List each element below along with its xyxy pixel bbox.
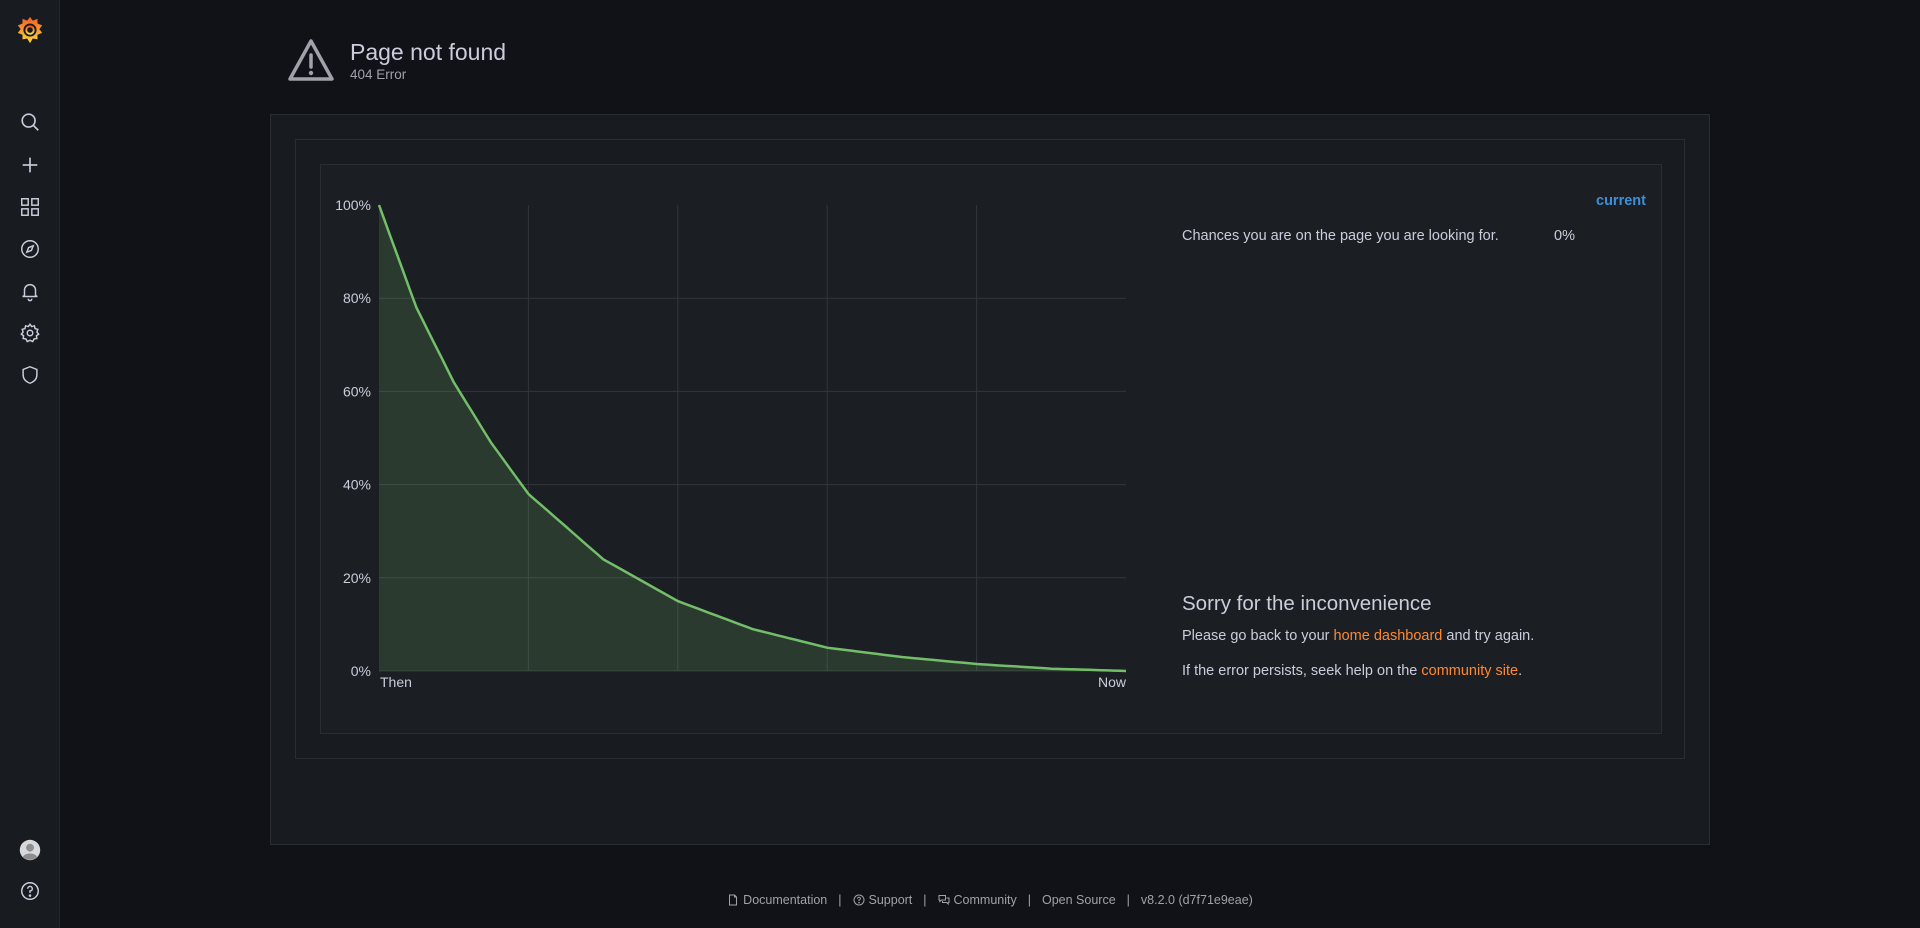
gear-icon[interactable] [0, 313, 60, 353]
plus-icon[interactable] [0, 145, 60, 185]
legend-header-current[interactable]: current [1596, 193, 1646, 209]
page-subtitle: 404 Error [350, 67, 407, 82]
y-tick-label: 0% [351, 663, 371, 679]
y-tick-label: 60% [343, 383, 371, 399]
footer-separator: | [923, 893, 927, 907]
sidebar [0, 0, 60, 928]
alerting-bell-icon[interactable] [0, 271, 60, 311]
page-title: Page not found [350, 39, 507, 65]
x-tick-label: Now [1098, 674, 1127, 690]
main-content: Page not found 404 Error 0% 20% 40% 60% 80% 1… [60, 0, 1920, 928]
footer-version: v8.2.0 (d7f71e9eae) [1141, 893, 1253, 907]
footer-separator: | [1126, 893, 1130, 907]
footer-open-source-label: Open Source [1042, 893, 1116, 907]
error-heading: Sorry for the inconvenience [1182, 592, 1432, 615]
footer-open-source-link[interactable]: Open Source [1042, 893, 1116, 907]
footer-documentation-label: Documentation [743, 893, 828, 907]
shield-icon[interactable] [0, 355, 60, 395]
footer-separator: | [838, 893, 842, 907]
legend-series-label[interactable]: Chances you are on the page you are look… [1182, 228, 1499, 244]
legend-series-value: 0% [1554, 228, 1575, 244]
footer: Documentation | Support | Community | Op… [60, 893, 1920, 907]
comments-icon [938, 895, 950, 906]
error-message: Sorry for the inconvenience Please go ba… [1182, 592, 1534, 698]
y-tick-label: 100% [335, 197, 371, 213]
error-line-2: If the error persists, seek help on the … [1182, 663, 1534, 679]
series-area-fill [379, 205, 1126, 671]
footer-support-label: Support [868, 893, 913, 907]
x-tick-label: Then [380, 674, 412, 690]
help-icon[interactable] [0, 871, 60, 911]
search-icon[interactable] [0, 102, 60, 142]
footer-support-link[interactable]: Support [853, 893, 913, 907]
error-line-2-text: If the error persists, seek help on the [1182, 663, 1422, 679]
y-tick-label: 80% [343, 290, 371, 306]
footer-separator: | [1027, 893, 1031, 907]
series-line [377, 204, 1127, 673]
error-line-2-suffix: . [1518, 663, 1523, 679]
y-tick-label: 20% [343, 570, 371, 586]
footer-documentation-link[interactable]: Documentation [727, 893, 827, 907]
explore-icon[interactable] [0, 229, 60, 269]
panel-frame [295, 139, 1685, 759]
graph-chart: 0% 20% 40% 60% 80% 100% Then Now [335, 197, 1127, 690]
y-tick-label: 40% [343, 477, 371, 493]
community-site-link[interactable]: community site [1421, 663, 1519, 679]
question-circle-icon [853, 894, 864, 906]
dashboards-icon[interactable] [0, 187, 60, 227]
warning-icon [288, 39, 334, 81]
grafana-logo-icon[interactable] [0, 10, 60, 50]
page-header: Page not found 404 Error [286, 36, 506, 86]
footer-community-link[interactable]: Community [938, 893, 1017, 907]
user-avatar-icon[interactable] [0, 830, 60, 870]
document-icon [729, 894, 738, 906]
footer-community-label: Community [953, 893, 1017, 907]
footer-version-label: v8.2.0 (d7f71e9eae) [1140, 893, 1253, 907]
error-line-1: Please go back to your home dashboard an… [1182, 628, 1534, 644]
error-panel [270, 114, 1710, 845]
graph-panel [320, 164, 1662, 734]
home-dashboard-link[interactable]: home dashboard [1333, 628, 1443, 644]
error-line-1-suffix: and try again. [1442, 628, 1535, 644]
error-line-1-text: Please go back to your [1182, 628, 1334, 644]
